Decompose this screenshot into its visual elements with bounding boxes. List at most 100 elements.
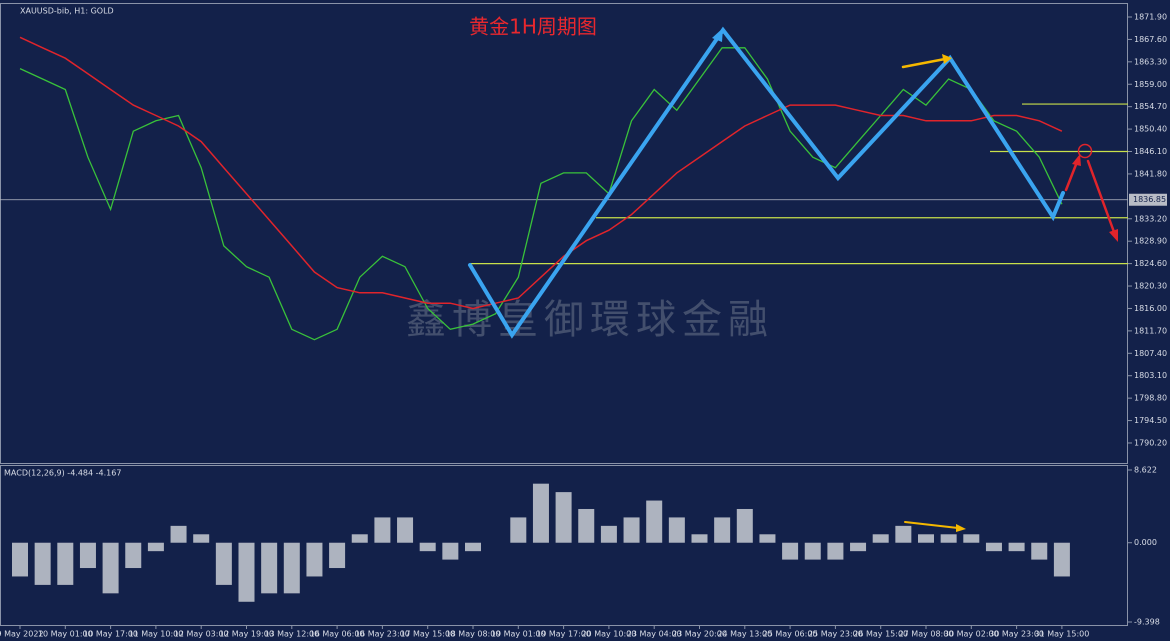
arrow-head bbox=[956, 524, 966, 532]
macd-bar bbox=[329, 542, 346, 569]
forecast-down bbox=[1086, 159, 1116, 234]
macd-bar bbox=[872, 534, 889, 543]
macd-bar bbox=[57, 542, 74, 585]
y-tick-label: 1859.00 bbox=[1134, 80, 1167, 89]
annotations bbox=[468, 26, 1118, 532]
x-tick-label: 20 May 10:00 bbox=[581, 630, 636, 639]
macd-bar bbox=[850, 542, 867, 552]
macd-bar bbox=[736, 508, 753, 543]
y-tick-label: 1803.10 bbox=[1134, 371, 1167, 380]
macd-bar bbox=[691, 534, 708, 543]
macd-bar bbox=[79, 542, 96, 569]
macd-bar bbox=[12, 542, 28, 577]
arrow-head bbox=[1109, 229, 1118, 242]
macd-bar bbox=[465, 542, 481, 552]
y-tick-label: 1863.30 bbox=[1134, 57, 1167, 66]
forecast-up bbox=[1064, 160, 1079, 192]
y-tick-label: 1816.00 bbox=[1134, 304, 1167, 313]
y-tick-label: 1850.40 bbox=[1134, 125, 1167, 134]
macd-bar bbox=[714, 517, 731, 543]
macd-bar bbox=[170, 525, 187, 543]
macd-pane bbox=[0, 465, 1128, 626]
x-tick-label: 13 May 12:00 bbox=[264, 630, 319, 639]
macd-divergence bbox=[904, 521, 959, 529]
x-tick-label: 19 May 17:00 bbox=[536, 630, 591, 639]
chart-title: 黄金1H周期图 bbox=[469, 15, 597, 39]
macd-bar bbox=[510, 517, 527, 543]
current-price-box bbox=[1129, 193, 1167, 206]
macd-label: MACD(12,26,9) -4.484 -4.167 bbox=[4, 469, 121, 478]
macd-bar bbox=[397, 517, 414, 543]
x-tick-label: 30 May 02:00 bbox=[944, 630, 999, 639]
macd-bar bbox=[351, 534, 368, 543]
x-tick-label: 23 May 20:00 bbox=[672, 630, 727, 639]
price-line bbox=[19, 47, 1063, 341]
x-tick-label: 31 May 15:00 bbox=[1034, 630, 1089, 639]
macd-bar bbox=[623, 517, 640, 543]
y-tick-label: 1820.30 bbox=[1134, 282, 1167, 291]
y-tick-label: 1867.60 bbox=[1134, 35, 1167, 44]
y-tick-label: 1794.50 bbox=[1134, 416, 1167, 425]
x-tick-label: 17 May 15:00 bbox=[400, 630, 455, 639]
macd-bar bbox=[1053, 542, 1070, 577]
x-tick-label: 25 May 06:00 bbox=[763, 630, 818, 639]
x-tick-label: 18 May 08:00 bbox=[446, 630, 501, 639]
macd-bar bbox=[306, 542, 323, 577]
macd-bar bbox=[374, 517, 391, 543]
macd-bar bbox=[442, 542, 459, 560]
y-tick-label: 1854.70 bbox=[1134, 102, 1167, 111]
arrow-head bbox=[942, 54, 952, 64]
y-tick-label: 1833.20 bbox=[1134, 214, 1167, 223]
y-tick-label: 1811.70 bbox=[1134, 326, 1167, 335]
y-tick-label: 1798.80 bbox=[1134, 394, 1167, 403]
macd-bar bbox=[1008, 542, 1025, 552]
macd-bar bbox=[215, 542, 232, 585]
y-tick-label: 8.622 bbox=[1134, 466, 1157, 475]
macd-bar bbox=[963, 534, 980, 543]
macd-bar bbox=[600, 525, 617, 543]
y-tick-label: 0.000 bbox=[1134, 538, 1157, 547]
y-tick-label: 1871.90 bbox=[1134, 12, 1167, 21]
macd-bar bbox=[646, 500, 663, 543]
y-tick-label: 1824.60 bbox=[1134, 259, 1167, 268]
divergence-arrow bbox=[901, 57, 947, 69]
symbol-label: XAUUSD-bib, H1: GOLD bbox=[20, 7, 114, 16]
y-tick-label: -9.398 bbox=[1134, 618, 1160, 627]
x-tick-label: 12 May 19:00 bbox=[219, 630, 274, 639]
x-tick-label: 16 May 23:00 bbox=[355, 630, 410, 639]
x-tick-label: 30 May 23:00 bbox=[989, 630, 1044, 639]
macd-bar bbox=[782, 542, 799, 560]
macd-bar bbox=[125, 542, 142, 569]
y-tick-label: 1828.90 bbox=[1134, 237, 1167, 246]
macd-bar bbox=[759, 534, 776, 543]
x-tick-label: 11 May 10:00 bbox=[128, 630, 183, 639]
main-pane bbox=[0, 3, 1128, 464]
moving-average bbox=[19, 36, 1063, 310]
macd-bar bbox=[895, 525, 912, 543]
macd-bar bbox=[827, 542, 844, 560]
x-tick-label: 12 May 03:00 bbox=[174, 630, 229, 639]
zigzag bbox=[468, 26, 1065, 339]
macd-bar bbox=[147, 542, 164, 552]
macd-bar bbox=[283, 542, 300, 594]
macd-bar bbox=[102, 542, 119, 594]
x-tick-label: 19 May 01:00 bbox=[491, 630, 546, 639]
plot: 1871.90 1867.60 1863.30 1859.00 1854.70 1850.… bbox=[0, 12, 1167, 639]
arrow-head bbox=[712, 28, 723, 42]
macd-bar bbox=[34, 542, 51, 585]
y-tick-label: 1807.40 bbox=[1134, 349, 1167, 358]
y-tick-label: 1790.20 bbox=[1134, 438, 1167, 447]
current-price-label: 1836.85 bbox=[1133, 195, 1166, 204]
macd-bar bbox=[804, 542, 821, 560]
macd-bar bbox=[918, 534, 934, 543]
x-tick-label: 27 May 08:00 bbox=[899, 630, 954, 639]
macd-bar bbox=[940, 534, 957, 543]
target-circle bbox=[1077, 143, 1093, 159]
macd-bar bbox=[193, 534, 210, 543]
macd-bar bbox=[555, 492, 572, 543]
x-tick-label: 24 May 13:00 bbox=[717, 630, 772, 639]
macd-bar bbox=[1031, 542, 1048, 560]
watermark: 鑫博皇御環球金融 bbox=[406, 297, 774, 343]
macd-bar bbox=[238, 542, 255, 602]
